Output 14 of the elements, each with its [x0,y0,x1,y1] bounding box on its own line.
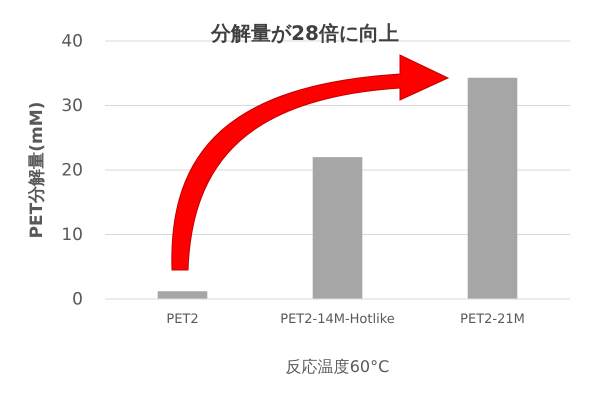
x-tick-label: PET2 [166,312,199,328]
bar [312,157,362,299]
x-tick-label: PET2-14M-Hotlike [280,312,395,328]
x-tick-label: PET2-21M [460,312,525,328]
y-tick-label: 0 [72,289,83,310]
y-tick-label: 30 [61,96,83,116]
bar [468,78,518,299]
y-axis-title: PET分解量(mM) [27,102,47,238]
y-tick-label: 40 [61,31,83,52]
y-tick-label: 20 [61,160,83,180]
x-axis-title: 反応温度60°C [286,357,390,376]
bar [158,291,208,299]
annotation: 分解量が28倍に向上 [210,21,399,45]
y-tick-label: 10 [61,224,83,245]
